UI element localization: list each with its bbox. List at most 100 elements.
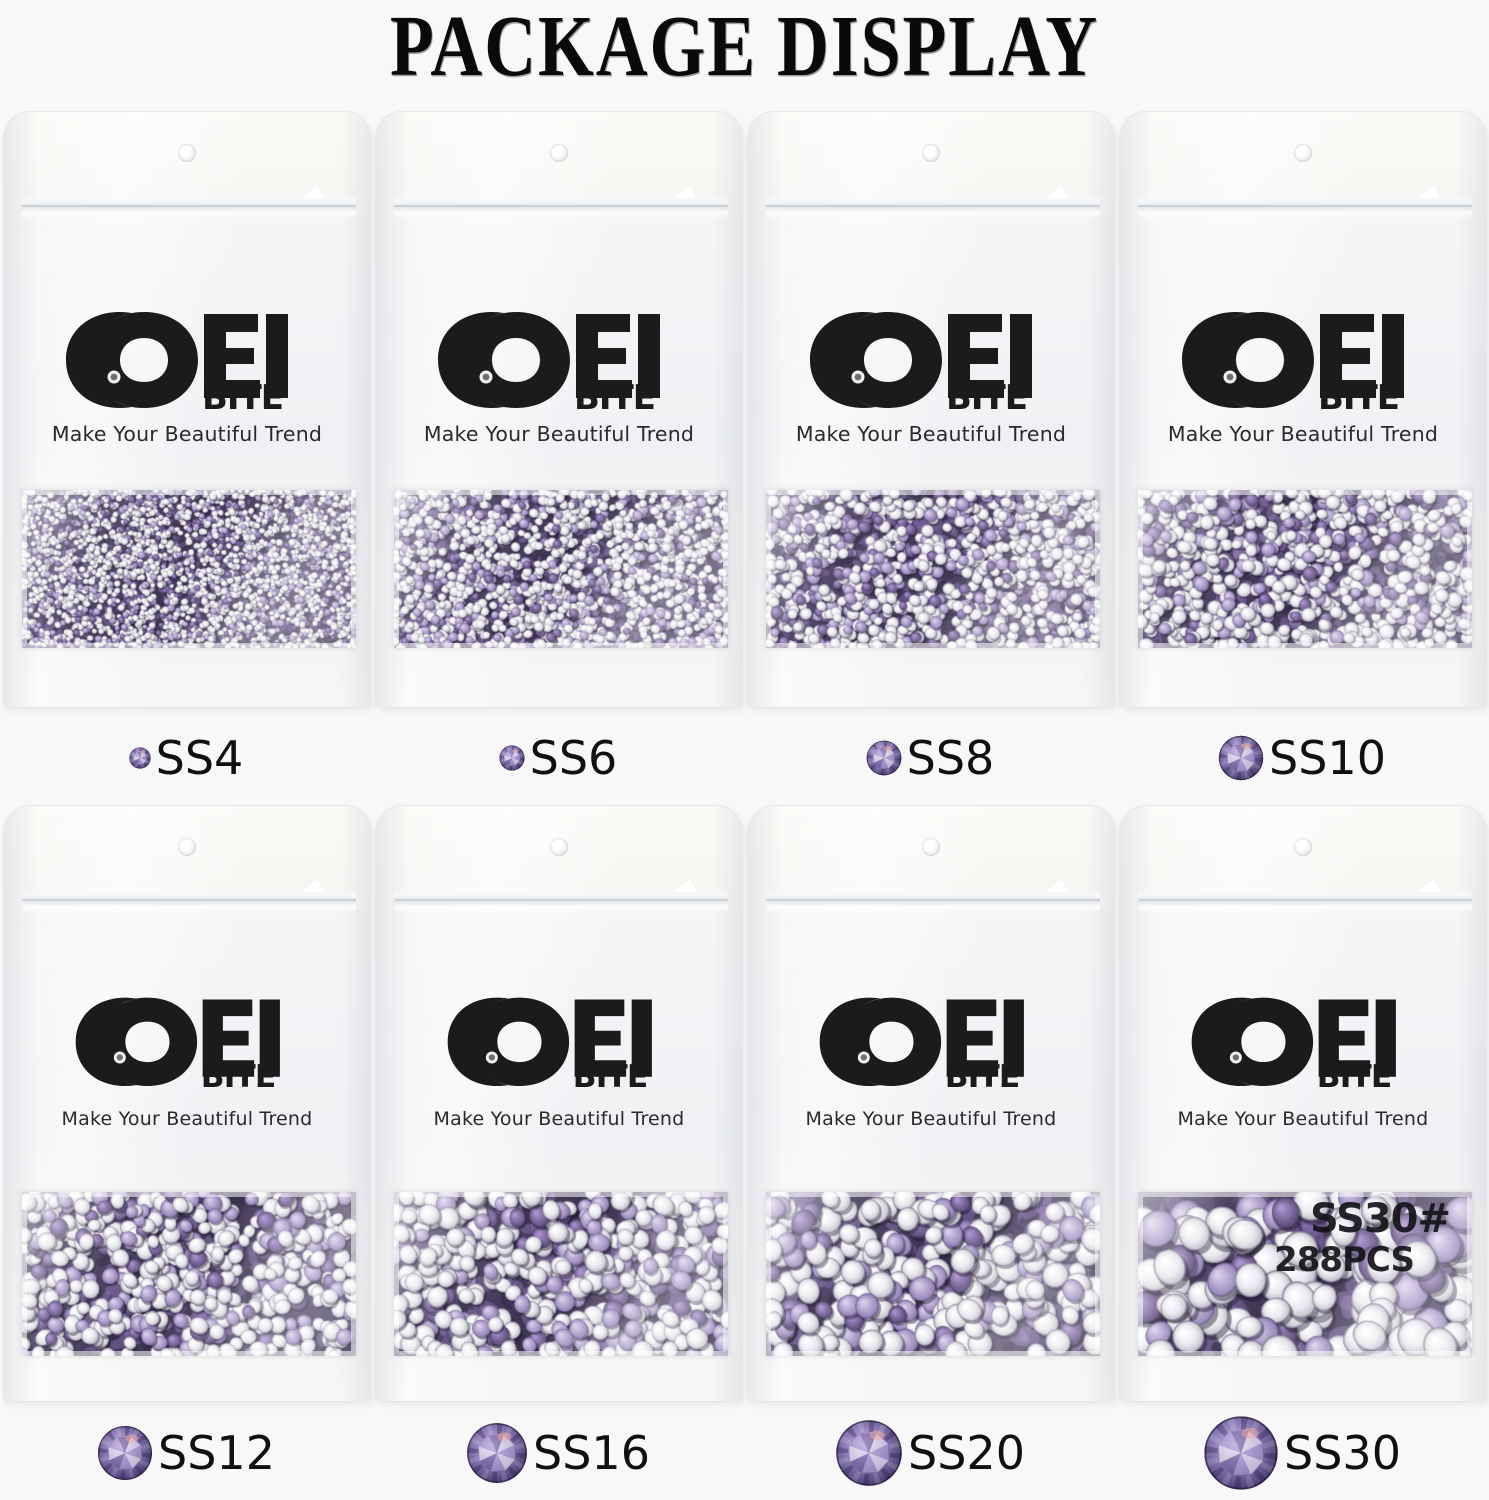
rhinestone-gem-icon [1218,735,1264,781]
hang-hole [922,838,940,856]
brand-logo-mark: BITE [72,994,302,1098]
size-label-cell: SS16 [372,1408,744,1498]
svg-text:BITE: BITE [573,1059,647,1090]
printed-piece-count: 288PCS [1274,1240,1414,1280]
package-cell: BITE Make Your Beautiful Trend [0,806,372,1406]
package-row-bottom: BITE Make Your Beautiful Trend BITE Make Yo… [0,806,1489,1406]
size-label-text: SS30 [1284,1430,1401,1476]
brand-tagline: Make Your Beautiful Trend [1168,422,1438,446]
tear-notch-icon [1417,880,1440,892]
rhinestone-gem-icon [1203,1415,1279,1491]
size-label-text: SS8 [907,735,995,781]
rhinestone-gem-icon [129,747,151,769]
brand-tagline: Make Your Beautiful Trend [62,1108,313,1130]
rhinestone-package-bag[interactable]: BITE Make Your Beautiful Trend [1120,112,1486,707]
hang-hole [1294,838,1312,856]
brand-logo-block: BITE Make Your Beautiful Trend [376,994,742,1130]
ziplock-seal[interactable] [766,196,1100,218]
brand-tagline: Make Your Beautiful Trend [52,422,322,446]
ziplock-seal[interactable] [1138,890,1472,912]
rhinestone-package-bag[interactable]: BITE Make Your Beautiful Trend SS30# 288PCS [1120,806,1486,1401]
brand-logo-icon: BITE [444,994,674,1090]
ziplock-seal[interactable] [22,890,356,912]
tear-notch-icon [673,186,696,198]
svg-text:BITE: BITE [574,378,655,412]
size-label-cell: SS10 [1116,713,1488,803]
rhinestone-package-bag[interactable]: BITE Make Your Beautiful Trend [376,806,742,1401]
brand-logo-mark: BITE [1178,308,1428,412]
size-label-row-bottom: SS12 SS16 SS20 SS30 [0,1408,1489,1498]
package-cell: BITE Make Your Beautiful Trend [744,806,1116,1406]
stone-view-window [22,490,356,648]
brand-logo-block: BITE Make Your Beautiful Trend [748,308,1114,446]
size-label: SS10 [1218,735,1386,781]
loose-rhinestones [394,1192,728,1356]
size-label-cell: SS20 [744,1408,1116,1498]
svg-text:BITE: BITE [1318,378,1399,412]
rhinestone-package-bag[interactable]: BITE Make Your Beautiful Trend [748,112,1114,707]
rhinestone-package-bag[interactable]: BITE Make Your Beautiful Trend [748,806,1114,1401]
page-title-bar: PACKAGE DISPLAY [0,0,1489,95]
loose-rhinestones [766,1192,1100,1356]
size-label-cell: SS8 [744,713,1116,803]
brand-logo-icon: BITE [806,308,1056,412]
size-label: SS6 [499,735,618,781]
svg-text:BITE: BITE [1317,1059,1391,1090]
package-cell: BITE Make Your Beautiful Trend SS30# 288PCS [1116,806,1488,1406]
ziplock-seal[interactable] [1138,196,1472,218]
size-label: SS8 [866,735,995,781]
size-label-text: SS16 [533,1430,650,1476]
rhinestone-package-bag[interactable]: BITE Make Your Beautiful Trend [4,806,370,1401]
rhinestone-gem-icon [499,745,525,771]
size-label-text: SS10 [1269,735,1386,781]
hang-hole [1294,144,1312,162]
package-cell: BITE Make Your Beautiful Trend [1116,112,1488,712]
brand-logo-icon: BITE [62,308,312,412]
hang-hole [178,144,196,162]
package-cell: BITE Make Your Beautiful Trend [744,112,1116,712]
size-label: SS20 [835,1419,1025,1487]
rhinestone-gem-icon [835,1419,903,1487]
size-label: SS4 [129,735,244,781]
tear-notch-icon [301,186,324,198]
brand-logo-icon: BITE [816,994,1046,1090]
size-label-cell: SS6 [372,713,744,803]
stone-view-window: SS30# 288PCS [1138,1192,1472,1356]
stone-view-window [1138,490,1472,648]
tear-notch-icon [1045,880,1068,892]
rhinestone-gem-icon [97,1425,153,1481]
stone-view-window [394,490,728,648]
brand-logo-block: BITE Make Your Beautiful Trend [4,308,370,446]
rhinestone-package-bag[interactable]: BITE Make Your Beautiful Trend [376,112,742,707]
ziplock-seal[interactable] [394,196,728,218]
ziplock-seal[interactable] [394,890,728,912]
svg-text:BITE: BITE [202,378,283,412]
size-label-text: SS12 [158,1430,275,1476]
stone-view-window [766,490,1100,648]
brand-logo-mark: BITE [444,994,674,1098]
package-cell: BITE Make Your Beautiful Trend [0,112,372,712]
page-title: PACKAGE DISPLAY [390,0,1099,98]
hang-hole [922,144,940,162]
brand-logo-block: BITE Make Your Beautiful Trend [376,308,742,446]
size-label: SS12 [97,1425,275,1481]
brand-logo-mark: BITE [816,994,1046,1098]
brand-logo-block: BITE Make Your Beautiful Trend [1120,308,1486,446]
loose-rhinestones [766,490,1100,648]
brand-tagline: Make Your Beautiful Trend [796,422,1066,446]
stone-view-window [766,1192,1100,1356]
ziplock-seal[interactable] [22,196,356,218]
loose-rhinestones [394,490,728,648]
hang-hole [178,838,196,856]
brand-logo-block: BITE Make Your Beautiful Trend [4,994,370,1130]
svg-text:BITE: BITE [201,1059,275,1090]
ziplock-seal[interactable] [766,890,1100,912]
brand-logo-block: BITE Make Your Beautiful Trend [1120,994,1486,1130]
brand-logo-mark: BITE [62,308,312,412]
package-row-top: BITE Make Your Beautiful Trend BITE Make Yo… [0,112,1489,712]
brand-tagline: Make Your Beautiful Trend [424,422,694,446]
brand-tagline: Make Your Beautiful Trend [434,1108,685,1130]
loose-rhinestones [1138,490,1472,648]
rhinestone-package-bag[interactable]: BITE Make Your Beautiful Trend [4,112,370,707]
size-label-cell: SS30 [1116,1408,1488,1498]
